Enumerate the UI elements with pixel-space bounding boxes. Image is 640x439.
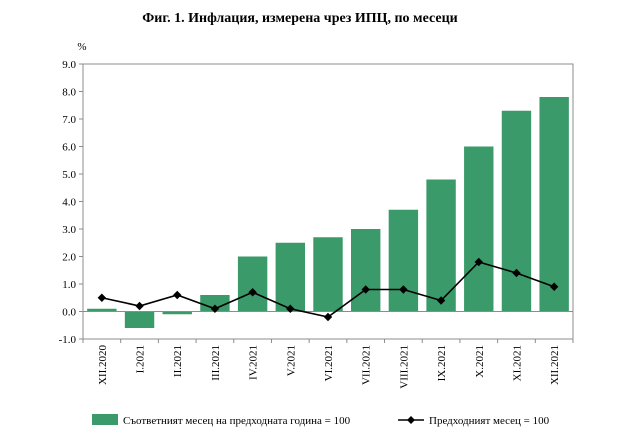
y-tick-label: 1.0 — [62, 279, 76, 291]
line-point-marker — [248, 288, 257, 297]
legend: Съответният месец на предходната година … — [92, 414, 550, 427]
x-tick-label: IV.2021 — [248, 345, 260, 380]
y-tick-label: 9.0 — [62, 59, 76, 71]
x-tick-label: VI.2021 — [323, 345, 335, 381]
line-point-marker — [436, 296, 446, 305]
y-axis: -1.0 0.0 1.0 2.0 3.0 4.0 5.0 6.0 7.0 8.0 9.0 — [59, 59, 83, 346]
bar — [350, 229, 381, 312]
bar — [501, 110, 532, 312]
line-point-marker — [399, 285, 408, 294]
x-tick-label: XI.2021 — [511, 345, 523, 381]
y-tick-label: 7.0 — [62, 114, 76, 126]
x-tick-label: I.2021 — [135, 345, 147, 373]
y-tick-label: 6.0 — [62, 142, 76, 154]
line-point-marker — [210, 304, 220, 313]
y-tick-label: -1.0 — [59, 334, 77, 346]
x-tick-label: X.2021 — [474, 345, 486, 378]
bar — [200, 295, 230, 312]
x-tick-label: VIII.2021 — [398, 345, 410, 389]
line-point-marker — [97, 293, 107, 302]
bar — [539, 97, 569, 312]
line-point-marker — [549, 282, 559, 291]
y-tick-label: 4.0 — [62, 197, 76, 209]
bar — [162, 311, 192, 315]
bar — [124, 311, 155, 328]
y-axis-unit-label: % — [77, 41, 86, 53]
y-tick-label: 3.0 — [62, 224, 76, 236]
x-tick-label: III.2021 — [210, 345, 222, 381]
x-axis: XII.2020 I.2021 II.2021 III.2021 IV.2021 V.20… — [82, 339, 574, 389]
chart-title: Фиг. 1. Инфлация, измерена чрез ИПЦ, по … — [142, 11, 457, 26]
y-tick-label: 8.0 — [62, 87, 76, 99]
line-point-marker — [361, 285, 370, 294]
legend-bar-label: Съответният месец на предходната година … — [123, 415, 351, 427]
line-point-marker — [173, 290, 182, 300]
legend-line-label: Предходният месец = 100 — [429, 415, 550, 427]
y-tick-label: 5.0 — [62, 169, 76, 181]
x-tick-label: XII.2021 — [549, 345, 561, 385]
bar — [464, 146, 494, 312]
y-tick-label: 2.0 — [62, 252, 76, 264]
line-series — [97, 257, 559, 322]
x-tick-label: IX.2021 — [436, 345, 448, 381]
legend-line-marker — [407, 416, 415, 424]
y-tick-label: 0.0 — [62, 307, 76, 319]
bar — [388, 209, 419, 312]
line-point-marker — [474, 257, 483, 267]
legend-bar-swatch — [92, 414, 118, 425]
line-point-marker — [286, 304, 295, 313]
bar — [426, 179, 456, 312]
bar — [275, 242, 306, 312]
x-tick-label: XII.2020 — [97, 345, 109, 386]
bar — [237, 256, 268, 312]
x-tick-label: II.2021 — [172, 345, 184, 377]
bar-series — [87, 97, 569, 328]
line-point-marker — [512, 268, 521, 278]
bar — [87, 308, 117, 312]
bar — [313, 237, 343, 312]
x-tick-label: VII.2021 — [361, 345, 373, 385]
line-point-marker — [135, 301, 144, 311]
x-tick-label: V.2021 — [285, 345, 297, 376]
line-point-marker — [323, 312, 333, 322]
